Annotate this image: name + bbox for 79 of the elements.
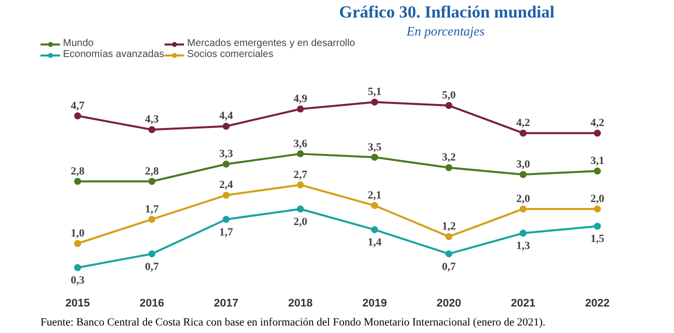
data-label: 2,8 [145, 165, 160, 178]
data-label: 4,3 [145, 114, 160, 126]
point [520, 171, 527, 178]
point [296, 181, 304, 188]
legend-label: Mercados emergentes y en desarrollo [187, 38, 356, 49]
point [520, 130, 527, 137]
x-tick-label: 2021 [510, 298, 536, 310]
legend-label: Mundo [63, 38, 94, 49]
point [296, 150, 304, 158]
point [74, 240, 82, 247]
data-label: 4,2 [590, 117, 605, 130]
data-label: 0,3 [70, 274, 85, 287]
x-tick-label: 2016 [140, 298, 164, 310]
point [594, 130, 601, 137]
data-label: 1,3 [516, 240, 530, 252]
point [74, 264, 82, 272]
point [148, 126, 156, 134]
point [520, 206, 527, 212]
x-tick-label: 2018 [288, 298, 313, 310]
point [445, 164, 452, 172]
point [520, 230, 527, 237]
legend-label: Economías avanzadas [63, 49, 164, 60]
point [371, 202, 378, 210]
data-label: 1,4 [368, 236, 382, 249]
point [222, 216, 230, 223]
data-label: 1,5 [590, 233, 605, 246]
data-label: 5,1 [368, 86, 382, 98]
data-label: 4,9 [294, 92, 308, 105]
point [296, 206, 304, 212]
data-label: 4,4 [219, 110, 234, 122]
x-tick-label: 2015 [65, 298, 90, 310]
point [371, 98, 378, 106]
data-label: 1,0 [70, 227, 85, 240]
point [222, 122, 230, 130]
data-label: 4,7 [70, 100, 85, 112]
data-label: 2,4 [219, 179, 234, 192]
point [222, 160, 230, 168]
data-label: 2,8 [70, 165, 85, 178]
point [371, 154, 378, 161]
point [594, 222, 601, 230]
data-label: 1,2 [442, 220, 456, 233]
point [74, 112, 82, 120]
data-label: 4,2 [516, 117, 530, 130]
data-label: 2,7 [294, 168, 308, 181]
point [74, 178, 82, 185]
point [594, 206, 601, 212]
data-label: 2,0 [590, 193, 605, 205]
data-label: 5,0 [442, 90, 456, 102]
data-label: 1,7 [145, 203, 160, 216]
point [148, 216, 156, 223]
x-tick-label: 2022 [585, 298, 610, 310]
chart-subtitle: En porcentajes [406, 24, 485, 38]
x-tick-label: 2017 [214, 298, 238, 310]
data-label: 3,2 [442, 152, 456, 164]
data-label: 3,0 [516, 158, 530, 171]
data-label: 3,3 [219, 148, 234, 160]
data-label: 0,7 [145, 260, 160, 273]
point [594, 168, 601, 175]
point [148, 178, 156, 185]
data-label: 3,5 [368, 141, 382, 154]
point [371, 226, 378, 234]
point [445, 250, 452, 258]
point [445, 233, 452, 240]
data-label: 3,1 [590, 155, 604, 168]
data-label: 0,7 [442, 260, 456, 273]
data-label: 1,7 [219, 226, 234, 238]
point [445, 102, 452, 110]
data-label: 2,1 [368, 190, 382, 202]
point [222, 192, 230, 199]
x-tick-label: 2020 [436, 298, 462, 310]
legend-label: Socios comerciales [187, 49, 274, 60]
point [296, 105, 304, 112]
data-label: 2,0 [516, 193, 530, 205]
chart-title: Gráfico 30. Inflación mundial [339, 2, 555, 22]
x-tick-label: 2019 [362, 298, 387, 310]
source-note: Fuente: Banco Central de Costa Rica con base en información del Fondo Monetario Internacional (enero de 2021). [40, 316, 546, 328]
point [148, 250, 156, 258]
data-label: 3,6 [294, 138, 308, 150]
data-label: 2,0 [294, 216, 308, 228]
